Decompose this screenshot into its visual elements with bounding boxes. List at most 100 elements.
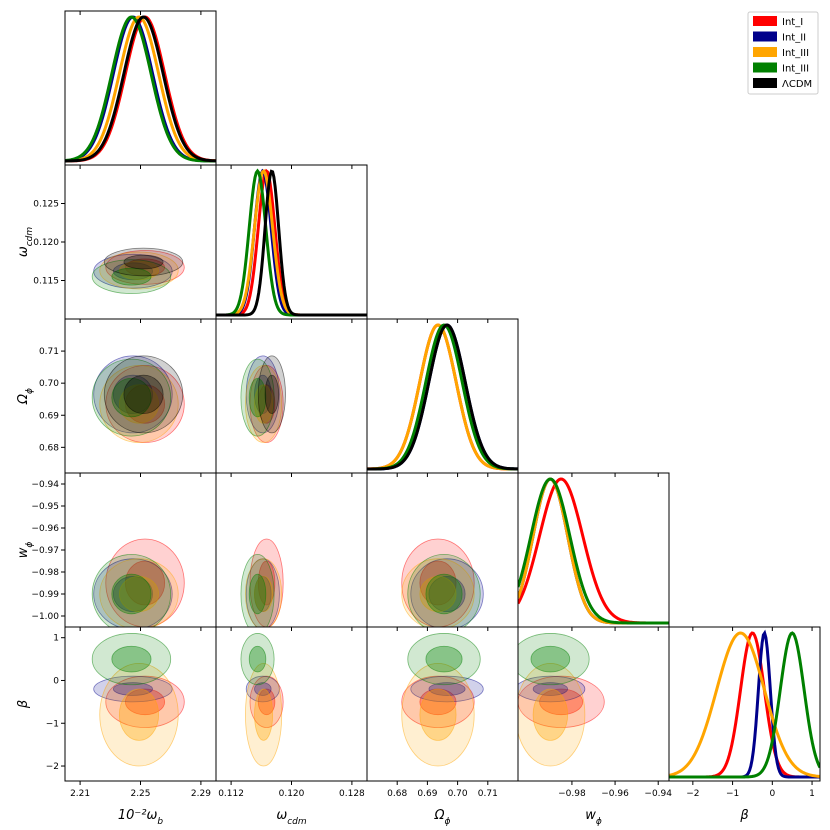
legend-label: ΛCDM (782, 79, 812, 90)
legend-swatch (753, 16, 777, 26)
contour-Omega_phi-beta-int-ii-1-1sigma (428, 682, 466, 696)
legend-label: Int_III (782, 48, 809, 59)
contour-omega_b-Omega_phi-int-iii-3-1sigma (111, 377, 152, 418)
marginal-omega_b-int-i-0 (65, 15, 216, 163)
y-axis-label-sub: cdm (25, 227, 35, 247)
contour-omega_cdm-beta-int-iii-3-2sigma (240, 633, 275, 686)
marginal-omega_b--cdm-4 (65, 15, 216, 163)
y-axis-label-text: ωcdm (16, 227, 35, 258)
marginal-omega_cdm--cdm-4 (216, 169, 367, 317)
contour-omega_b-beta-int-iii-2-1sigma (118, 688, 160, 741)
contour-omega_b-beta-int-iii-2-2sigma (99, 662, 179, 767)
y-axis-label-sub: ϕ (25, 542, 35, 548)
panel-w_phi-vs-omega_cdm (215, 472, 368, 628)
ytick-label: 0.69 (39, 411, 59, 421)
xtick-label: −0.96 (601, 789, 629, 799)
ytick-label: −1 (46, 719, 59, 729)
panel-w_phi-vs-Omega_phi (366, 472, 519, 628)
xtick-label: 0.68 (387, 789, 407, 799)
ytick-label: −0.98 (31, 568, 59, 578)
ytick-label: 0 (53, 676, 59, 686)
ytick-label: 0.68 (39, 443, 59, 453)
contour-w_phi-beta-int-iii-3-2sigma (518, 633, 590, 686)
xtick-label: 2.21 (70, 789, 90, 799)
marginal-omega_b-int-ii-1 (65, 15, 216, 163)
x-axis-label-sub: b (157, 817, 163, 827)
marginal-omega_b-int-iii-3 (65, 15, 216, 163)
y-axis-label-text: Ωϕ (16, 388, 35, 405)
panel-beta-vs-beta: −2 −1 0 1 β (668, 626, 821, 823)
contour-omega_b-beta-int-ii-1-2sigma (93, 675, 173, 703)
panel-omega_cdm-vs-omega_b: 0.115 0.120 0.125 ωcdm (16, 164, 217, 320)
contour-Omega_phi-w_phi-int-iii-2-1sigma (419, 576, 457, 613)
xtick-label: −0.98 (558, 789, 586, 799)
legend-swatch (753, 78, 777, 88)
panel-frame (668, 626, 821, 782)
marginal-Omega_phi--cdm-4 (367, 323, 518, 471)
marginal-omega_cdm-int-iii-2 (216, 168, 367, 317)
contour-Omega_phi-beta-int-iii-2-1sigma (419, 688, 457, 741)
contour-omega_cdm-Omega_phi--cdm-4-1sigma (264, 374, 280, 415)
contour-Omega_phi-w_phi-int-i-0-2sigma (401, 538, 475, 627)
contour-omega_b-omega_cdm-int-iii-2-2sigma (99, 251, 179, 290)
contour-omega_cdm-beta-int-iii-2-2sigma (245, 662, 283, 767)
x-axis-label-omega_cdm: ωcdm (276, 808, 307, 827)
panel-frame (215, 318, 368, 474)
contour-omega_b-Omega_phi-int-iii-2-2sigma (99, 365, 179, 443)
ytick-label: −2 (46, 762, 59, 772)
ytick-label: −1.00 (31, 612, 59, 622)
panel-w_phi-vs-omega_b: −0.94 −0.95 −0.96 −0.97 −0.98 −0.99 −1.00 wϕ (16, 472, 217, 628)
contour-omega_b-omega_cdm--cdm-4-1sigma (123, 254, 164, 270)
marginal-Omega_phi-int-iii-3 (367, 323, 518, 471)
x-axis-label-main: 10⁻²ω (118, 808, 158, 823)
contour-omega_b-w_phi-int-i-0-1sigma (125, 560, 166, 606)
ytick-label: −0.99 (31, 590, 59, 600)
marginal-omega_cdm-int-iii-3 (216, 168, 367, 317)
contour-Omega_phi-beta-int-iii-3-1sigma (425, 645, 463, 673)
contour-Omega_phi-w_phi-int-ii-1-2sigma (410, 558, 484, 627)
legend-label: Int_III (782, 64, 809, 75)
y-axis-label-text: wϕ (16, 542, 35, 559)
ytick-label: 0.120 (33, 238, 59, 248)
marginal-Omega_phi-int-ii-1 (367, 323, 518, 471)
contour-omega_cdm-beta-int-iii-3-1sigma (248, 645, 267, 673)
ytick-label: −0.96 (31, 524, 59, 534)
ytick-label: 0.70 (39, 379, 59, 389)
contour-Omega_phi-w_phi-int-ii-1-1sigma (428, 576, 466, 613)
panel-frame (215, 472, 368, 628)
contour-omega_cdm-Omega_phi-int-iii-3-1sigma (248, 377, 267, 418)
contour-Omega_phi-beta-int-iii-2-2sigma (401, 662, 475, 767)
contour-omega_cdm-Omega_phi-int-iii-2-2sigma (245, 365, 283, 443)
ytick-label: −0.94 (31, 480, 59, 490)
contour-omega_b-omega_cdm-int-iii-3-1sigma (111, 267, 152, 286)
xtick-label: 0.112 (218, 789, 244, 799)
contour-omega_b-w_phi-int-ii-1-1sigma (112, 576, 153, 613)
contour-omega_cdm-w_phi-int-i-0-2sigma (249, 538, 284, 627)
x-axis-label-sub: ϕ (596, 817, 602, 827)
x-axis-label-sub: ϕ (445, 817, 451, 827)
contour-omega_cdm-Omega_phi-int-iii-3-2sigma (240, 358, 275, 437)
marginal-omega_cdm-int-ii-1 (216, 168, 367, 317)
y-axis-label-text: β (16, 700, 31, 709)
x-axis-label-sub: cdm (287, 817, 307, 827)
contour-w_phi-beta-int-iii-3-1sigma (530, 645, 571, 673)
x-axis-label-Omega_phi: Ωϕ (434, 808, 451, 827)
xtick-label: 2.25 (130, 789, 150, 799)
panel-beta-vs-Omega_phi: 0.68 0.69 0.70 0.71 Ωϕ (366, 626, 519, 827)
contour-omega_b-Omega_phi--cdm-4-2sigma (103, 355, 184, 434)
contour-omega_cdm-w_phi-int-iii-3-2sigma (240, 554, 275, 627)
y-axis-label-w_phi: wϕ (16, 542, 35, 559)
legend-label: Int_II (782, 33, 806, 44)
marginal-omega_cdm-int-i-0 (216, 168, 367, 317)
legend-swatch (753, 31, 777, 42)
contour-w_phi-beta-int-i-0-2sigma (518, 675, 605, 728)
y-axis-label-beta: β (16, 700, 31, 709)
xtick-label: 0.120 (279, 789, 305, 799)
ytick-label: 1 (53, 634, 59, 644)
panel-frame (215, 626, 368, 782)
marginal-Omega_phi-int-iii-2 (367, 323, 518, 471)
marginal-beta-int-iii-2 (669, 631, 820, 778)
panel-Omega_phi-vs-omega_cdm (215, 318, 368, 474)
y-axis-label-main: w (16, 547, 31, 558)
